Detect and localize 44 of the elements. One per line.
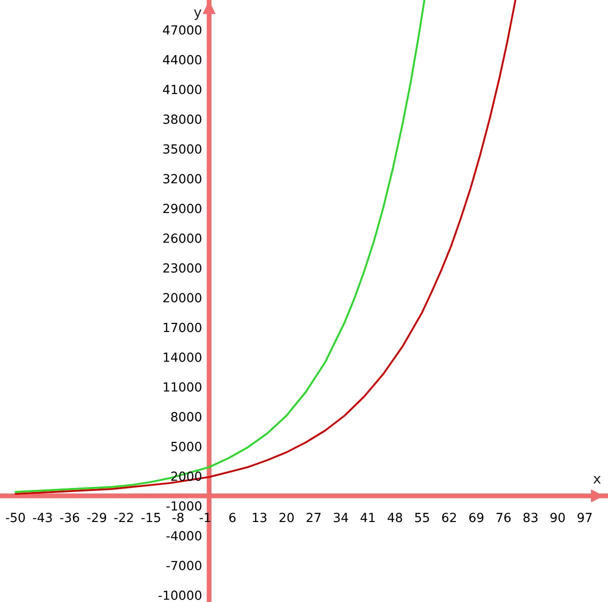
y-tick-label: 47000 bbox=[163, 25, 202, 35]
x-tick-label: -15 bbox=[141, 512, 160, 522]
x-tick-label: -50 bbox=[6, 512, 25, 522]
x-tick-label: 90 bbox=[550, 512, 565, 522]
line-series bbox=[14, 0, 426, 493]
y-tick-label: 29000 bbox=[163, 204, 202, 214]
x-tick-label: -36 bbox=[60, 512, 80, 522]
y-tick-label: 11000 bbox=[164, 382, 202, 392]
x-tick-label: 6 bbox=[229, 512, 236, 522]
y-tick-label: -4000 bbox=[166, 531, 202, 540]
y-tick-label: 44000 bbox=[163, 54, 202, 64]
y-tick-label: 35000 bbox=[163, 144, 202, 154]
x-tick-label: 41 bbox=[360, 512, 375, 522]
y-tick-label: 5000 bbox=[171, 442, 202, 452]
y-tick-label: 32000 bbox=[163, 174, 202, 184]
x-tick-label: -22 bbox=[114, 512, 133, 522]
y-tick-label: 14000 bbox=[164, 352, 202, 362]
y-axis-title: y bbox=[194, 9, 202, 20]
y-tick-label: 38000 bbox=[163, 114, 202, 124]
x-tick-label: 34 bbox=[334, 512, 348, 522]
line-series bbox=[14, 0, 516, 495]
x-tick-label: -29 bbox=[87, 512, 106, 522]
x-tick-label: 55 bbox=[415, 512, 429, 522]
x-tick-label: 76 bbox=[496, 512, 511, 522]
y-tick-label: 17000 bbox=[164, 322, 202, 332]
y-tick-label: 26000 bbox=[163, 233, 202, 243]
x-tick-label: 62 bbox=[442, 512, 456, 522]
x-tick-label: 27 bbox=[306, 512, 321, 522]
y-tick-label: 20000 bbox=[163, 293, 202, 302]
x-tick-label: -8 bbox=[172, 512, 184, 522]
x-tick-label: -43 bbox=[33, 512, 52, 522]
y-tick-label: -7000 bbox=[166, 560, 202, 570]
x-tick-label: 69 bbox=[469, 512, 484, 522]
x-tick-label: 13 bbox=[252, 512, 266, 522]
x-tick-label: 20 bbox=[280, 512, 294, 522]
x-tick-label: 97 bbox=[578, 512, 592, 522]
x-tick-label: 48 bbox=[388, 512, 402, 522]
y-tick-label: 8000 bbox=[171, 412, 202, 422]
x-tick-label: 83 bbox=[523, 512, 538, 522]
x-axis-title: x bbox=[593, 476, 601, 484]
y-tick-label: 41000 bbox=[163, 84, 202, 94]
y-tick-label: -10000 bbox=[158, 590, 202, 600]
y-tick-label: -1000 bbox=[166, 501, 202, 511]
y-tick-label: 23000 bbox=[163, 263, 202, 273]
